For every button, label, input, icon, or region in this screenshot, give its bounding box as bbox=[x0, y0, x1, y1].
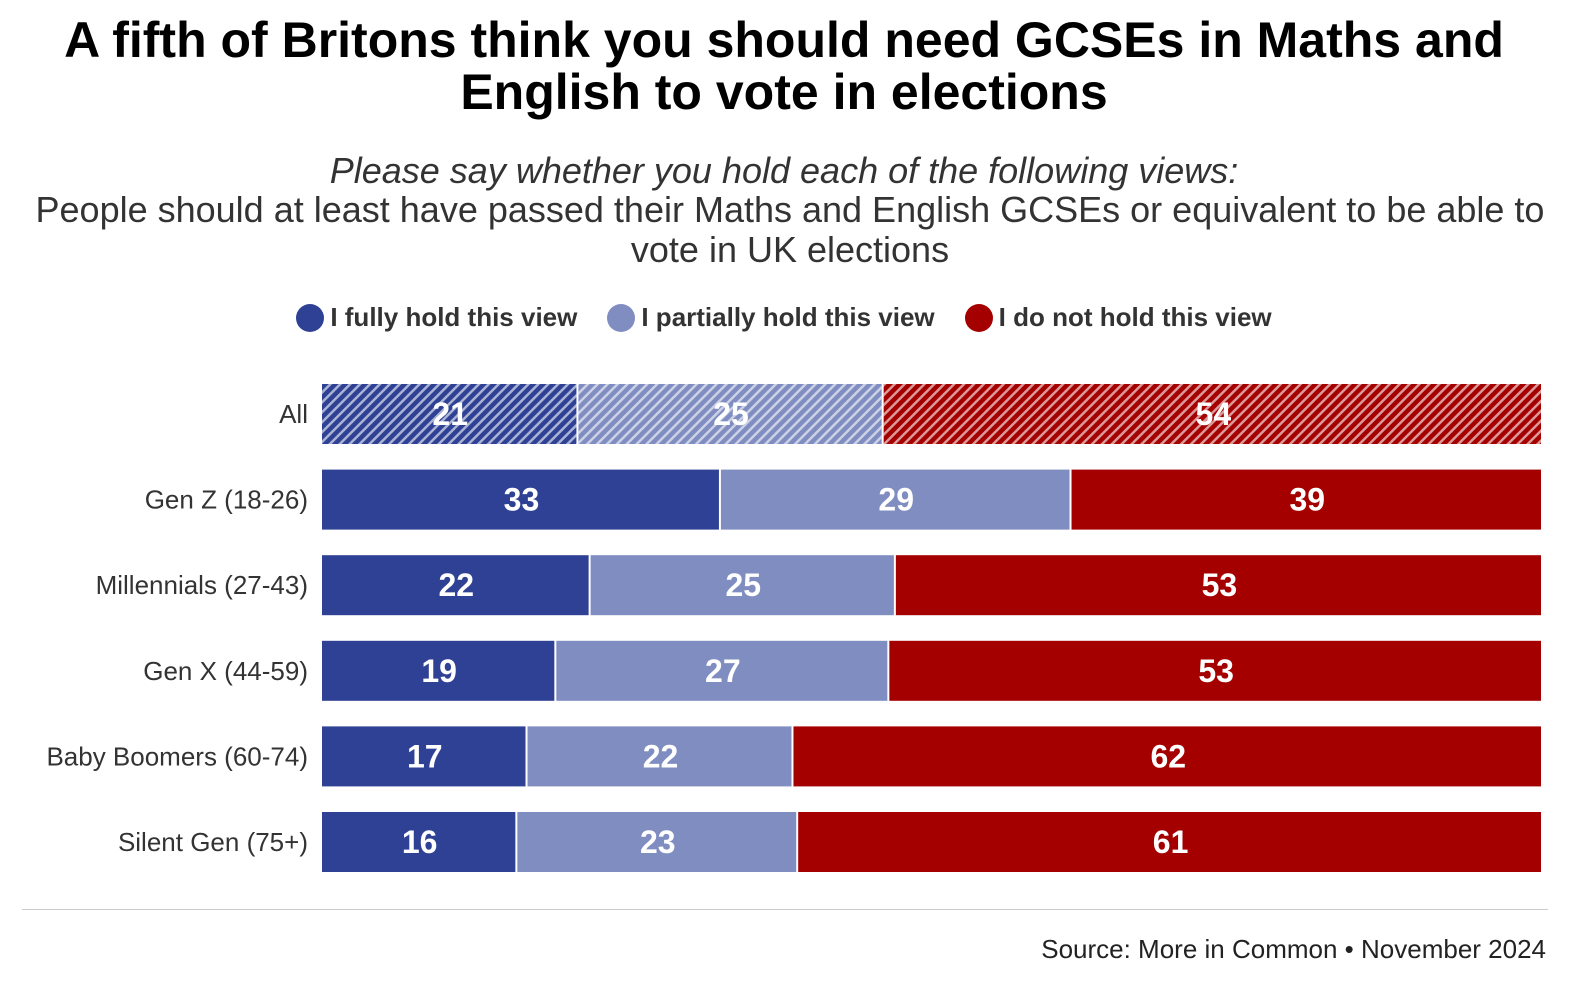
data-label: 23 bbox=[640, 824, 676, 860]
bar-segment bbox=[798, 812, 1541, 872]
data-label: 29 bbox=[878, 482, 914, 518]
divider bbox=[22, 909, 1548, 910]
bar-segment bbox=[895, 555, 1541, 616]
legend-item-partially: I partially hold this view bbox=[607, 302, 935, 333]
data-label: 53 bbox=[1202, 567, 1238, 603]
chart-title: A fifth of Britons think you should need… bbox=[64, 12, 1504, 120]
data-label: 21 bbox=[432, 396, 468, 432]
bar-hatch bbox=[322, 384, 577, 444]
data-label: 62 bbox=[1150, 738, 1186, 774]
chart-subtitle-statement: People should at least have passed their… bbox=[35, 189, 1545, 270]
legend-label: I partially hold this view bbox=[641, 302, 935, 332]
legend: I fully hold this view I partially hold … bbox=[0, 302, 1568, 333]
data-label: 19 bbox=[421, 653, 457, 689]
category-label: Gen X (44-59) bbox=[143, 656, 308, 686]
data-label: 27 bbox=[705, 653, 741, 689]
category-label: All bbox=[279, 399, 308, 429]
data-label: 25 bbox=[713, 396, 749, 432]
category-label: Gen Z (18-26) bbox=[145, 485, 308, 515]
data-label: 17 bbox=[407, 738, 443, 774]
data-label: 25 bbox=[725, 567, 761, 603]
bar-segment bbox=[322, 812, 516, 872]
data-label: 61 bbox=[1153, 824, 1189, 860]
category-label: Millennials (27-43) bbox=[96, 570, 308, 600]
bar-segment bbox=[322, 555, 589, 616]
source-note: Source: More in Common • November 2024 bbox=[1041, 934, 1546, 964]
bar-chart: All 21 25 54 Gen Z (18-26) 33 29 39 Millennials … bbox=[46, 384, 1541, 872]
bar-segment bbox=[1071, 469, 1541, 530]
bar-hatch bbox=[578, 384, 882, 444]
data-label: 16 bbox=[402, 824, 438, 860]
bar-segment bbox=[517, 812, 797, 872]
bar-segment bbox=[590, 555, 894, 616]
bar-hatch bbox=[883, 384, 1541, 444]
legend-swatch bbox=[607, 303, 636, 332]
bar-segment bbox=[322, 726, 526, 787]
data-label: 33 bbox=[504, 482, 540, 518]
data-label: 54 bbox=[1196, 396, 1232, 432]
chart-subtitle-question: Please say whether you hold each of the … bbox=[329, 150, 1239, 191]
data-label: 22 bbox=[439, 567, 475, 603]
bar-segment bbox=[889, 640, 1541, 701]
legend-label: I fully hold this view bbox=[330, 302, 578, 332]
category-label: Baby Boomers (60-74) bbox=[46, 741, 308, 771]
category-label: Silent Gen (75+) bbox=[118, 827, 308, 857]
legend-item-fully: I fully hold this view bbox=[296, 302, 577, 333]
legend-swatch bbox=[964, 303, 993, 332]
legend-item-not: I do not hold this view bbox=[964, 302, 1272, 333]
data-label: 53 bbox=[1198, 653, 1234, 689]
bar-segment bbox=[322, 640, 555, 701]
data-label: 22 bbox=[643, 738, 679, 774]
legend-label: I do not hold this view bbox=[998, 302, 1272, 332]
legend-swatch bbox=[296, 303, 325, 332]
bar-segment bbox=[527, 726, 792, 787]
bar-segment bbox=[720, 469, 1070, 530]
bar-segment bbox=[556, 640, 888, 701]
data-label: 39 bbox=[1289, 482, 1325, 518]
bar-segment bbox=[793, 726, 1541, 787]
bar-segment bbox=[322, 469, 719, 530]
